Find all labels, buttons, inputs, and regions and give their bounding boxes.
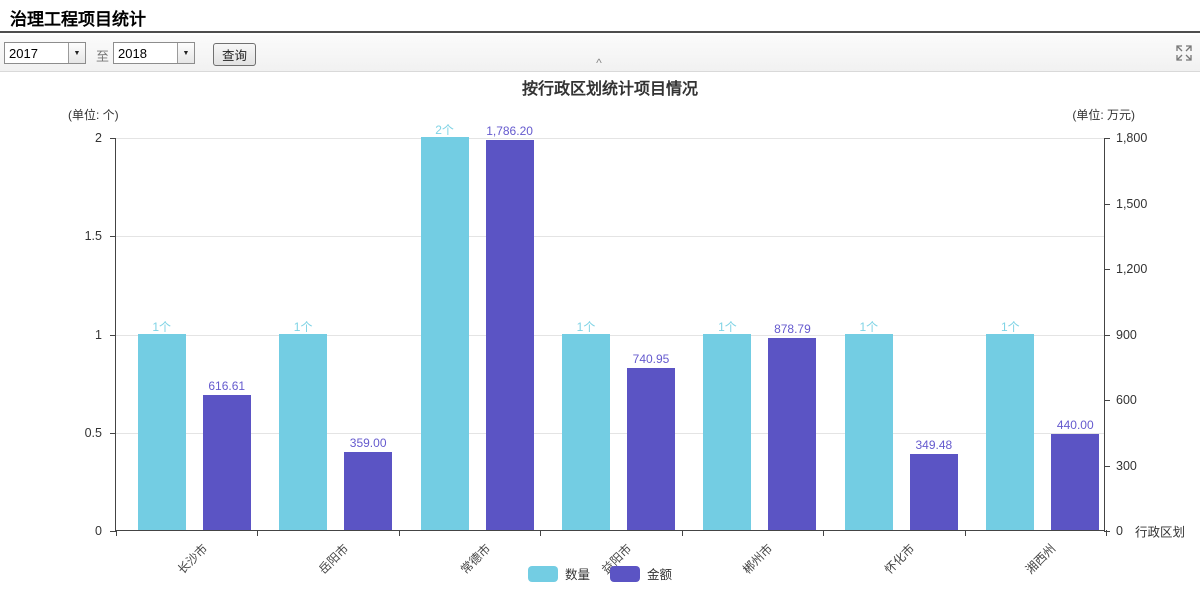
fullscreen-icon[interactable] bbox=[1174, 43, 1194, 63]
bar-金额[interactable] bbox=[202, 395, 251, 530]
right-axis-tick bbox=[1104, 400, 1110, 401]
bar-value-label: 440.00 bbox=[1056, 417, 1094, 432]
gridline bbox=[116, 236, 1104, 238]
right-axis-tick bbox=[1104, 269, 1110, 270]
chart-title: 按行政区划统计项目情况 bbox=[521, 81, 698, 98]
bar-数量[interactable] bbox=[137, 333, 186, 530]
left-axis-tick bbox=[110, 334, 116, 336]
bar-value-label: 1个 bbox=[718, 319, 737, 334]
year-to-select[interactable]: 2018 ▼ bbox=[113, 42, 195, 64]
right-axis-tick-label: 1,800 bbox=[1116, 131, 1148, 145]
bar-数量[interactable] bbox=[562, 333, 610, 530]
left-axis-tick bbox=[110, 138, 116, 139]
x-axis-tick bbox=[964, 530, 966, 536]
bar-plot: 2 1.5 1 0.5 0 1,800 1,500 1,200 900 600 300 0 行政区划 1个… bbox=[85, 123, 1185, 577]
right-axis-tick-label: 600 bbox=[1116, 393, 1137, 407]
right-axis-tick bbox=[1104, 138, 1110, 139]
filter-toolbar: 2017 ▼ 至 2018 ▼ 查询 ^ bbox=[0, 35, 1200, 72]
bar-value-label: 1个 bbox=[576, 319, 596, 334]
bar-数量[interactable] bbox=[703, 333, 752, 530]
right-axis-tick bbox=[1104, 203, 1110, 205]
bar-数量[interactable] bbox=[420, 137, 469, 530]
left-axis-tick bbox=[110, 236, 116, 238]
bar-金额[interactable] bbox=[485, 140, 534, 530]
bar-value-label: 616.61 bbox=[208, 379, 246, 394]
query-button[interactable]: 查询 bbox=[213, 43, 257, 66]
bar-金额[interactable] bbox=[344, 451, 393, 530]
left-axis-tick-label: 1.5 bbox=[84, 229, 102, 244]
x-axis-tick bbox=[823, 530, 825, 536]
left-axis-tick-label: 1 bbox=[95, 327, 102, 342]
left-axis-tick bbox=[110, 432, 116, 434]
right-axis-tick-label: 1,200 bbox=[1116, 262, 1148, 276]
x-axis-tick bbox=[398, 530, 400, 536]
bar-value-label: 740.95 bbox=[632, 352, 670, 367]
bar-value-label: 1个 bbox=[293, 319, 313, 334]
bar-value-label: 1个 bbox=[152, 319, 172, 334]
chart-panel: 按行政区划统计项目情况 (单位: 个) (单位: 万元) 2 1.5 1 0.5 0 1,… bbox=[0, 72, 1200, 592]
right-axis-unit-label: (单位: 万元) bbox=[1072, 108, 1135, 122]
year-from-value: 2017 bbox=[9, 46, 38, 61]
bar-value-label: 2个 bbox=[435, 123, 454, 137]
bar-金额[interactable] bbox=[909, 453, 958, 530]
left-axis-tick-label: 0.5 bbox=[84, 425, 102, 440]
bar-value-label: 349.48 bbox=[915, 437, 953, 452]
right-axis-tick-label: 1,500 bbox=[1116, 196, 1148, 211]
x-axis-tick bbox=[116, 530, 117, 536]
gridline bbox=[116, 432, 1104, 434]
legend-item-金额[interactable]: 金额 bbox=[610, 564, 672, 583]
bar-value-label: 1个 bbox=[1000, 319, 1020, 334]
legend-swatch bbox=[527, 565, 558, 582]
left-axis-tick-label: 0 bbox=[95, 524, 102, 538]
page-header: 治理工程项目统计 bbox=[0, 0, 1200, 33]
year-to-value: 2018 bbox=[118, 46, 147, 61]
bar-数量[interactable] bbox=[844, 333, 893, 530]
chevron-down-icon[interactable]: ▼ bbox=[177, 43, 194, 63]
legend-label: 数量 bbox=[564, 568, 590, 582]
bar-金额[interactable] bbox=[768, 338, 817, 530]
legend-label: 金额 bbox=[647, 568, 673, 582]
legend-item-数量[interactable]: 数量 bbox=[527, 564, 590, 583]
bar-value-label: 1个 bbox=[859, 319, 879, 334]
right-axis-tick bbox=[1104, 334, 1110, 336]
x-axis-tick bbox=[540, 530, 542, 536]
right-axis-tick bbox=[1104, 531, 1110, 532]
chevron-down-icon[interactable]: ▼ bbox=[68, 43, 85, 63]
year-from-select[interactable]: 2017 ▼ bbox=[4, 42, 86, 64]
gridline bbox=[116, 334, 1104, 336]
bar-value-label: 1,786.20 bbox=[486, 124, 533, 139]
right-axis-tick-label: 900 bbox=[1116, 327, 1137, 342]
bar-value-label: 878.79 bbox=[774, 322, 811, 337]
left-axis-unit-label: (单位: 个) bbox=[68, 108, 119, 122]
gridline bbox=[116, 138, 1104, 139]
left-axis-tick-label: 2 bbox=[95, 131, 102, 145]
collapse-panel-caret-icon[interactable]: ^ bbox=[596, 56, 602, 70]
right-axis-tick-label: 0 bbox=[1116, 524, 1123, 538]
legend-swatch bbox=[610, 565, 640, 582]
x-axis-tick bbox=[681, 530, 683, 536]
right-axis-tick bbox=[1104, 465, 1110, 467]
right-axis-tick-label: 300 bbox=[1116, 458, 1137, 473]
bar-value-label: 359.00 bbox=[349, 435, 387, 450]
left-axis-tick bbox=[110, 531, 116, 532]
x-axis-tick bbox=[257, 530, 259, 536]
x-axis-tick bbox=[1106, 530, 1107, 536]
bar-金额[interactable] bbox=[1051, 433, 1100, 530]
range-to-label: 至 bbox=[96, 49, 110, 64]
bar-数量[interactable] bbox=[279, 333, 328, 530]
page-title: 治理工程项目统计 bbox=[10, 10, 146, 29]
chart-legend: 数量 金额 bbox=[0, 564, 1200, 583]
bar-金额[interactable] bbox=[627, 368, 675, 530]
x-axis-name: 行政区划 bbox=[1135, 525, 1186, 540]
bar-数量[interactable] bbox=[986, 333, 1035, 530]
